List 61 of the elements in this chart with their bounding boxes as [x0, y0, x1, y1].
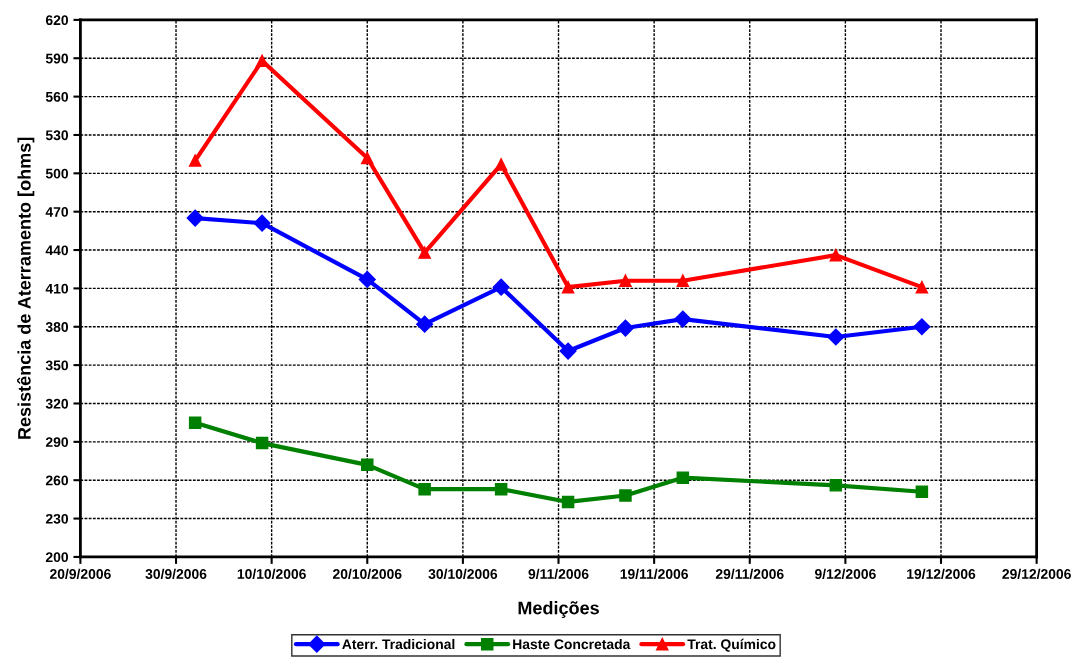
y-tick-label: 560: [45, 91, 69, 102]
x-tick-label: 9/12/2006: [814, 568, 876, 580]
y-tick-label: 500: [45, 168, 69, 179]
point: [253, 214, 271, 232]
x-axis-title: Medições: [518, 601, 599, 618]
point: [188, 154, 202, 167]
point: [674, 310, 692, 328]
point: [829, 248, 843, 262]
point: [416, 315, 434, 333]
y-tick-label: 440: [45, 245, 69, 256]
point: [915, 485, 929, 498]
point: [559, 342, 577, 360]
point: [492, 278, 510, 296]
x-tick-label: 10/10/2006: [237, 568, 306, 580]
point: [255, 54, 269, 68]
x-tick-label: 30/9/2006: [145, 568, 207, 580]
x-tick-label: 29/12/2006: [1002, 568, 1071, 580]
point: [561, 495, 575, 509]
y-tick-label: 470: [45, 207, 69, 217]
point: [494, 158, 508, 171]
point: [616, 319, 634, 337]
y-tick-label: 320: [45, 398, 69, 409]
x-tick-label: 20/10/2006: [333, 568, 402, 580]
point: [915, 280, 929, 294]
x-tick-label: 30/10/2006: [428, 568, 498, 580]
point: [186, 209, 204, 227]
point: [676, 471, 690, 484]
legend-label: Aterr. Tradicional: [342, 638, 455, 650]
y-tick-label: 350: [45, 360, 69, 371]
x-tick-label: 19/12/2006: [907, 568, 976, 580]
x-tick-label: 20/9/2006: [49, 568, 111, 580]
y-tick-label: 530: [45, 130, 69, 141]
point: [188, 416, 202, 429]
point: [829, 479, 843, 492]
point: [361, 458, 374, 472]
point: [827, 328, 845, 346]
point: [913, 318, 931, 336]
point: [619, 489, 632, 502]
point: [361, 151, 374, 165]
x-tick-label: 9/11/2006: [528, 568, 589, 580]
y-tick-label: 230: [45, 513, 69, 524]
point: [255, 436, 269, 450]
y-tick-label: 290: [45, 437, 69, 448]
point: [561, 280, 575, 294]
x-tick-label: 19/11/2006: [620, 568, 689, 580]
y-tick-label: 620: [45, 15, 69, 26]
y-tick-label: 590: [45, 53, 69, 64]
point: [494, 482, 508, 496]
y-tick-label: 380: [45, 322, 69, 332]
y-tick-label: 200: [45, 552, 69, 563]
y-tick-label: 260: [45, 475, 69, 486]
point: [676, 274, 690, 287]
legend-label: Trat. Químico: [687, 638, 776, 652]
point: [418, 246, 431, 259]
point: [358, 270, 376, 289]
y-tick-label: 410: [45, 283, 69, 294]
x-tick-label: 29/11/2006: [715, 568, 784, 580]
legend-label: Haste Concretada: [513, 638, 631, 650]
point: [418, 482, 431, 496]
point: [619, 274, 632, 287]
y-axis-title: Resistência de Aterramento [ohms]: [17, 137, 35, 439]
